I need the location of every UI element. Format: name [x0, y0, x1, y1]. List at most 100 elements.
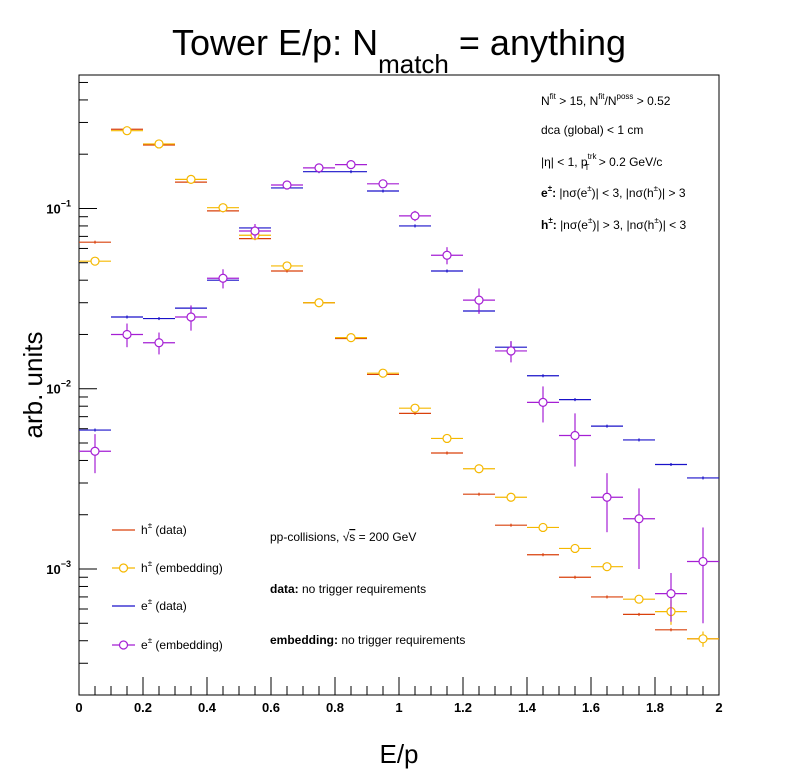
data-point-e_emb	[655, 573, 687, 622]
data-point-h_emb	[463, 464, 495, 474]
legend-entry-h_data: h± (data)	[112, 521, 187, 537]
cut-hadron-pid: h±: |nσ(e±)| > 3, |nσ(h±)| < 3	[541, 216, 687, 232]
y-tick-label: 10−2	[46, 379, 71, 397]
data-point-e_emb	[463, 288, 495, 314]
marker	[250, 226, 260, 236]
data-point-h_emb	[559, 543, 591, 554]
series-e_emb	[79, 160, 719, 624]
data-point-h_data	[527, 553, 559, 557]
data-point-h_emb	[143, 139, 175, 149]
marker	[282, 261, 292, 271]
data-point-e_emb	[527, 386, 559, 423]
marker	[634, 594, 644, 604]
marker	[602, 562, 612, 572]
marker	[314, 298, 324, 308]
marker	[506, 346, 516, 356]
data-point-e_data	[111, 315, 143, 319]
data-point-e_emb	[239, 223, 271, 239]
marker	[346, 160, 356, 170]
data-point-h_data	[431, 451, 463, 455]
selection-cuts: Nfit > 15, Nfit/Nposs > 0.52 dca (global…	[541, 92, 687, 232]
y-axis: 10−1 10−2 10−3	[46, 81, 97, 696]
data-point-e_data	[687, 476, 719, 480]
marker	[570, 543, 580, 554]
data-point-e_emb	[79, 434, 111, 474]
x-tick-label: 1	[395, 700, 402, 715]
data-point-e_emb	[559, 413, 591, 467]
data-note: data: no trigger requirements	[270, 582, 426, 596]
marker	[154, 338, 164, 348]
marker	[698, 556, 708, 567]
cut-electron-pid: e±: |nσ(e±)| < 3, |nσ(h±)| > 3	[541, 184, 686, 200]
legend-label: e± (data)	[141, 597, 187, 613]
data-point-e_data	[559, 398, 591, 402]
marker	[154, 139, 164, 149]
data-point-h_data	[495, 523, 527, 527]
marker	[218, 273, 228, 283]
x-tick-label: 0	[75, 700, 82, 715]
cut-nfit: Nfit > 15, Nfit/Nposs > 0.52	[541, 92, 671, 108]
data-point-h_emb	[271, 261, 303, 271]
marker	[90, 256, 100, 266]
y-tick-label: 10−1	[46, 198, 71, 216]
marker	[538, 397, 548, 407]
chart-title: Tower E/p: Nmatch = anything	[172, 22, 626, 79]
data-point-h_emb	[303, 298, 335, 308]
series-e_data	[79, 170, 719, 480]
data-point-h_data	[79, 240, 111, 244]
data-point-h_emb	[623, 594, 655, 604]
data-point-h_emb	[335, 333, 367, 343]
data-point-e_data	[143, 317, 175, 321]
x-tick-label: 2	[715, 700, 722, 715]
data-point-h_emb	[527, 522, 559, 533]
legend-label: h± (embedding)	[141, 559, 223, 575]
marker	[186, 174, 196, 184]
data-point-e_data	[367, 189, 399, 193]
data-point-e_emb	[367, 179, 399, 189]
data-point-e_emb	[111, 323, 143, 348]
marker	[410, 211, 420, 221]
marker	[282, 180, 292, 190]
legend-entry-e_emb: e± (embedding)	[112, 636, 223, 652]
series-h_emb	[79, 126, 719, 647]
x-tick-label: 0.4	[198, 700, 217, 715]
marker	[474, 295, 484, 305]
data-point-e_data	[335, 170, 367, 174]
marker	[442, 250, 452, 260]
data-point-e_emb	[271, 180, 303, 190]
data-point-e_emb	[175, 305, 207, 331]
x-tick-label: 1.6	[582, 700, 600, 715]
data-point-e_emb	[495, 340, 527, 363]
marker	[378, 179, 388, 189]
cut-eta-pt: |η| < 1, ptrk T > 0.2 GeV/c	[541, 152, 662, 172]
x-tick-label: 0.2	[134, 700, 152, 715]
data-point-h_data	[463, 492, 495, 496]
y-axis-title: arb. units	[18, 332, 48, 439]
data-point-e_data	[79, 428, 111, 432]
data-point-e_emb	[591, 473, 623, 533]
data-point-e_emb	[207, 269, 239, 289]
data-point-h_emb	[79, 256, 111, 266]
data-point-h_emb	[207, 203, 239, 213]
marker	[474, 464, 484, 474]
marker	[698, 634, 708, 644]
data-point-e_emb	[687, 527, 719, 624]
marker	[186, 312, 196, 322]
legend-label: e± (embedding)	[141, 636, 223, 652]
data-point-e_emb	[623, 488, 655, 569]
data-point-e_emb	[143, 332, 175, 355]
x-tick-label: 1.8	[646, 700, 664, 715]
data-point-h_emb	[367, 368, 399, 378]
data-point-e_emb	[335, 160, 367, 170]
data-point-h_emb	[431, 433, 463, 444]
data-point-e_data	[399, 224, 431, 228]
x-tick-label: 0.6	[262, 700, 280, 715]
legend-marker	[118, 640, 129, 650]
data-point-e_emb	[431, 247, 463, 265]
marker	[602, 492, 612, 502]
marker	[410, 403, 420, 413]
collisions-note: pp-collisions, √s = 200 GeV	[270, 530, 416, 544]
x-axis-title: E/p	[379, 739, 418, 769]
legend-entry-h_emb: h± (embedding)	[112, 559, 223, 575]
